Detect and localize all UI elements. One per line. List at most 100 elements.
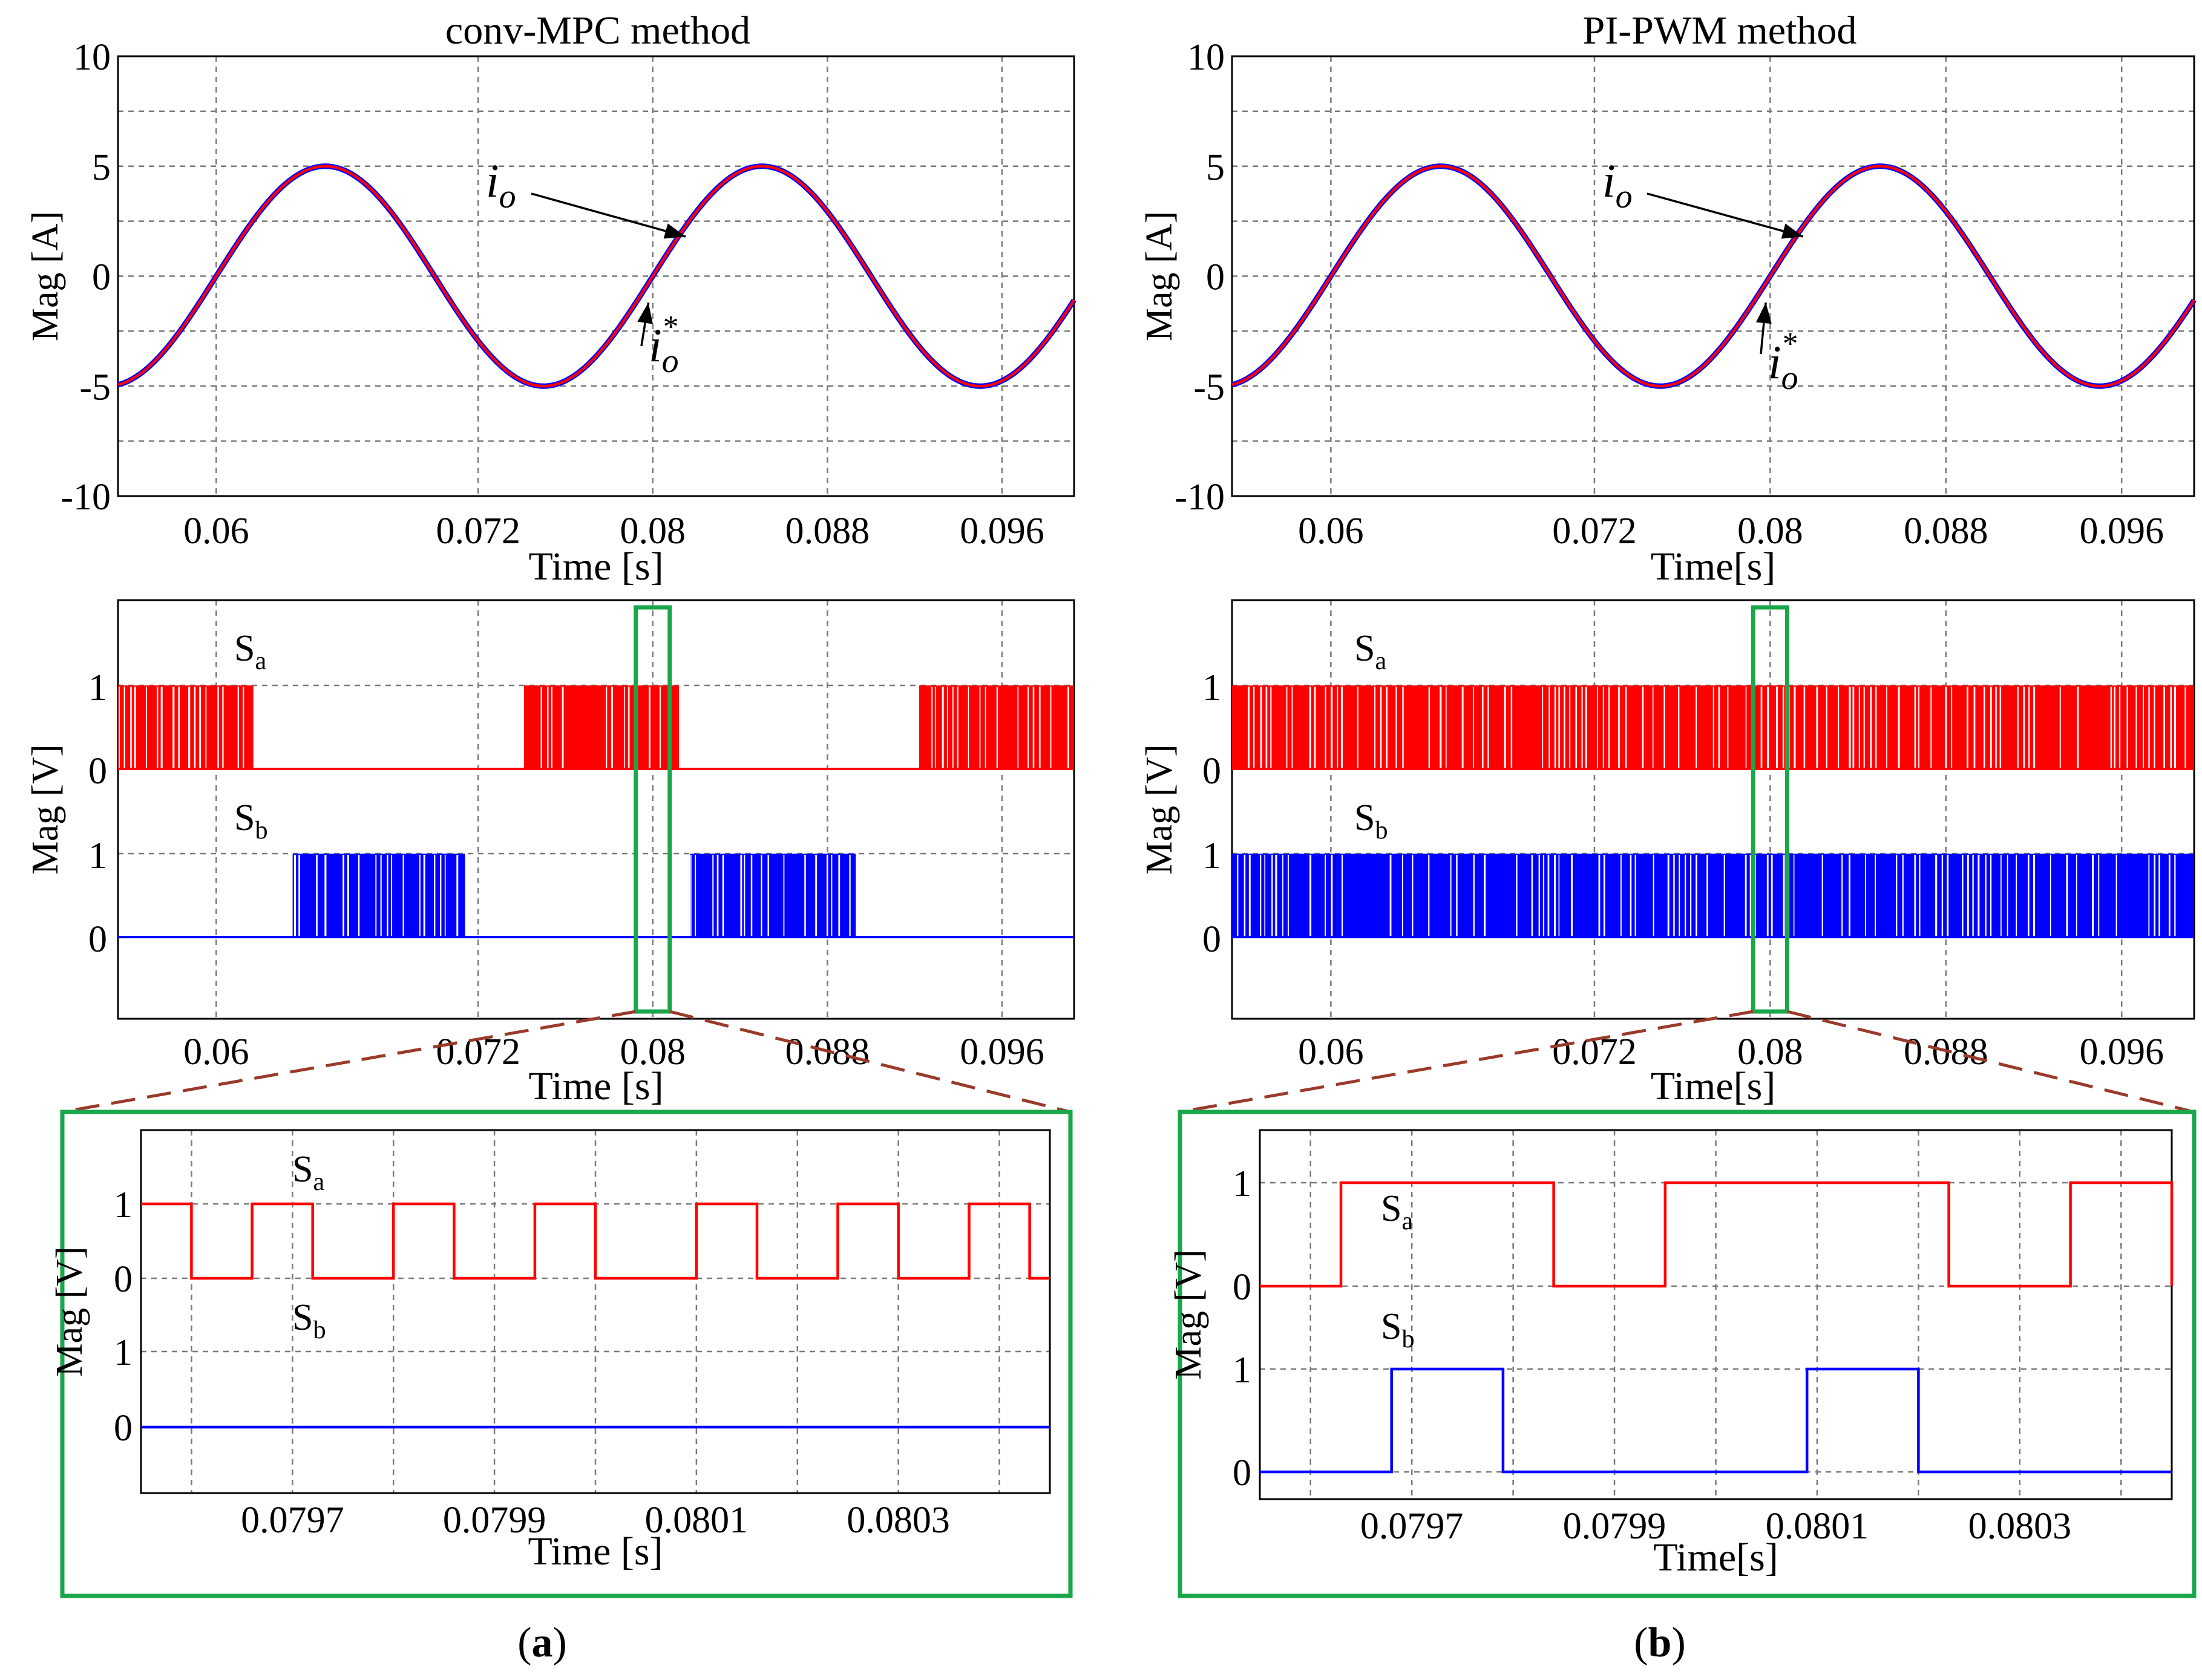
x-tick-label: 0.06 bbox=[183, 1031, 249, 1073]
x-tick-label: 0.0797 bbox=[241, 1500, 344, 1541]
series-label-subscript: b bbox=[255, 816, 267, 845]
switching-signal-a bbox=[1260, 1181, 2174, 1288]
annotation-arrowhead bbox=[1755, 302, 1772, 324]
annotation-label: io bbox=[486, 154, 516, 215]
y-axis-label: Mag [V] bbox=[1168, 1249, 1209, 1379]
series-label-letter: S bbox=[234, 797, 255, 838]
y-level-label: 0 bbox=[114, 1259, 133, 1300]
series-label-letter: S bbox=[292, 1149, 313, 1190]
series-label-letter: S bbox=[1381, 1306, 1401, 1347]
conv-mpc-zoom-plot: 1 0 1 0 0.0797 0.0799 0.0801 0.0803 Time [s] Mag … bbox=[49, 1010, 1073, 1598]
annotation-subscript: o bbox=[1616, 178, 1633, 215]
zoom-connector-right bbox=[1786, 1010, 2195, 1114]
x-axis-label: Time[s] bbox=[1651, 544, 1776, 589]
series-label: Sb bbox=[234, 797, 268, 845]
annotation-arrowhead bbox=[1781, 223, 1803, 239]
x-tick-label: 0.0799 bbox=[443, 1500, 546, 1541]
series-label: Sa bbox=[234, 628, 266, 675]
zoom-panel-box bbox=[1178, 1110, 2197, 1598]
y-level-label: 1 bbox=[1202, 835, 1221, 877]
panel-a-open-paren: ( bbox=[517, 1620, 531, 1666]
panel-b-label: (b) bbox=[1634, 1620, 1686, 1666]
series-label-subscript: b bbox=[1401, 1325, 1414, 1353]
x-tick-label: 0.08 bbox=[1737, 1031, 1803, 1073]
series-label-letter: S bbox=[292, 1297, 313, 1338]
x-tick-label: 0.0801 bbox=[1766, 1506, 1869, 1547]
x-tick-label: 0.0801 bbox=[645, 1500, 749, 1541]
x-tick-label: 0.096 bbox=[960, 1031, 1044, 1073]
y-level-label: 1 bbox=[114, 1185, 133, 1226]
conv-mpc-current-plot: conv-MPC method 10 5 0 -5 -10 0.06 0.072 0.08 0.… bbox=[25, 8, 1076, 589]
y-level-label: 0 bbox=[1202, 919, 1221, 960]
y-tick-label: 0 bbox=[92, 257, 111, 298]
x-axis-label: Time [s] bbox=[528, 1529, 663, 1574]
series-label-letter: S bbox=[234, 628, 255, 669]
annotation-arrowhead bbox=[663, 223, 686, 239]
x-tick-label: 0.072 bbox=[1552, 511, 1637, 552]
y-axis-label: Mag [V] bbox=[25, 744, 66, 874]
annotation-symbol: i bbox=[486, 154, 499, 207]
y-level-label: 1 bbox=[114, 1332, 133, 1373]
series-label: Sb bbox=[1381, 1306, 1415, 1353]
x-tick-label: 0.072 bbox=[1552, 1031, 1637, 1073]
zoom-window-box bbox=[1751, 605, 1790, 1014]
y-level-label: 1 bbox=[1233, 1163, 1251, 1204]
y-tick-label: 0 bbox=[1206, 257, 1225, 298]
series-label-letter: S bbox=[1354, 797, 1375, 838]
y-axis-label: Mag [A] bbox=[25, 211, 66, 341]
y-tick-label: 10 bbox=[73, 37, 111, 78]
y-level-label: 1 bbox=[88, 667, 107, 708]
annotation-symbol: i bbox=[1602, 154, 1616, 207]
y-tick-label: -5 bbox=[79, 367, 111, 408]
x-tick-label: 0.08 bbox=[620, 1031, 686, 1073]
zoom-window-box bbox=[634, 605, 672, 1014]
switching-block bbox=[118, 685, 254, 769]
series-label-subscript: a bbox=[1375, 647, 1386, 675]
x-tick-label: 0.096 bbox=[2079, 1031, 2164, 1073]
x-tick-label: 0.088 bbox=[785, 511, 870, 552]
series-label-subscript: b bbox=[1375, 816, 1388, 845]
annotation-subscript: o bbox=[1781, 359, 1798, 397]
y-axis-label: Mag [A] bbox=[1139, 211, 1180, 341]
switching-signal-a bbox=[141, 1202, 1050, 1280]
annotation-subscript: o bbox=[662, 342, 679, 380]
zoom-connector-left bbox=[1179, 1010, 1754, 1114]
y-tick-label: -10 bbox=[1175, 477, 1225, 518]
switching-block bbox=[523, 685, 680, 769]
output-current-line bbox=[1231, 165, 2195, 388]
plot-frame bbox=[140, 1129, 1051, 1494]
x-tick-label: 0.0803 bbox=[1968, 1506, 2072, 1547]
y-level-label: 1 bbox=[1202, 667, 1221, 708]
series-label-subscript: b bbox=[313, 1316, 326, 1344]
y-level-label: 0 bbox=[88, 919, 107, 960]
x-axis-label: Time [s] bbox=[528, 544, 663, 589]
series-label-subscript: a bbox=[255, 647, 266, 675]
panel-a-letter: a bbox=[532, 1620, 553, 1666]
y-level-label: 0 bbox=[114, 1408, 133, 1449]
annotation-arrow-line bbox=[1647, 192, 1804, 238]
y-tick-label: -5 bbox=[1193, 367, 1225, 408]
panel-a-label: (a) bbox=[517, 1620, 567, 1666]
series-label: Sb bbox=[1354, 797, 1388, 845]
y-level-label: 0 bbox=[1202, 751, 1221, 792]
x-tick-label: 0.08 bbox=[620, 511, 686, 552]
pi-pwm-current-plot: PI-PWM method 10 5 0 -5 -10 0.06 0.072 0.08 0.08… bbox=[1139, 8, 2197, 589]
series-label-subscript: a bbox=[313, 1168, 324, 1196]
y-axis-label: Mag [V] bbox=[49, 1246, 90, 1376]
x-tick-label: 0.0799 bbox=[1563, 1506, 1666, 1547]
annotation-superscript: * bbox=[1783, 327, 1798, 361]
switching-block bbox=[292, 854, 465, 937]
panel-b-letter: b bbox=[1648, 1620, 1672, 1666]
series-label: Sb bbox=[292, 1297, 326, 1344]
x-tick-label: 0.096 bbox=[960, 511, 1044, 552]
x-tick-label: 0.088 bbox=[1904, 511, 1988, 552]
output-current-line bbox=[117, 165, 1075, 388]
annotation-arrowhead bbox=[637, 302, 654, 324]
switching-signal-b bbox=[1260, 1367, 2172, 1474]
x-axis-label: Time[s] bbox=[1653, 1535, 1778, 1580]
series-label: Sa bbox=[292, 1149, 324, 1196]
y-level-label: 0 bbox=[1233, 1267, 1251, 1308]
panel-a-close-paren: ) bbox=[553, 1620, 567, 1666]
plot-frame bbox=[117, 55, 1075, 497]
